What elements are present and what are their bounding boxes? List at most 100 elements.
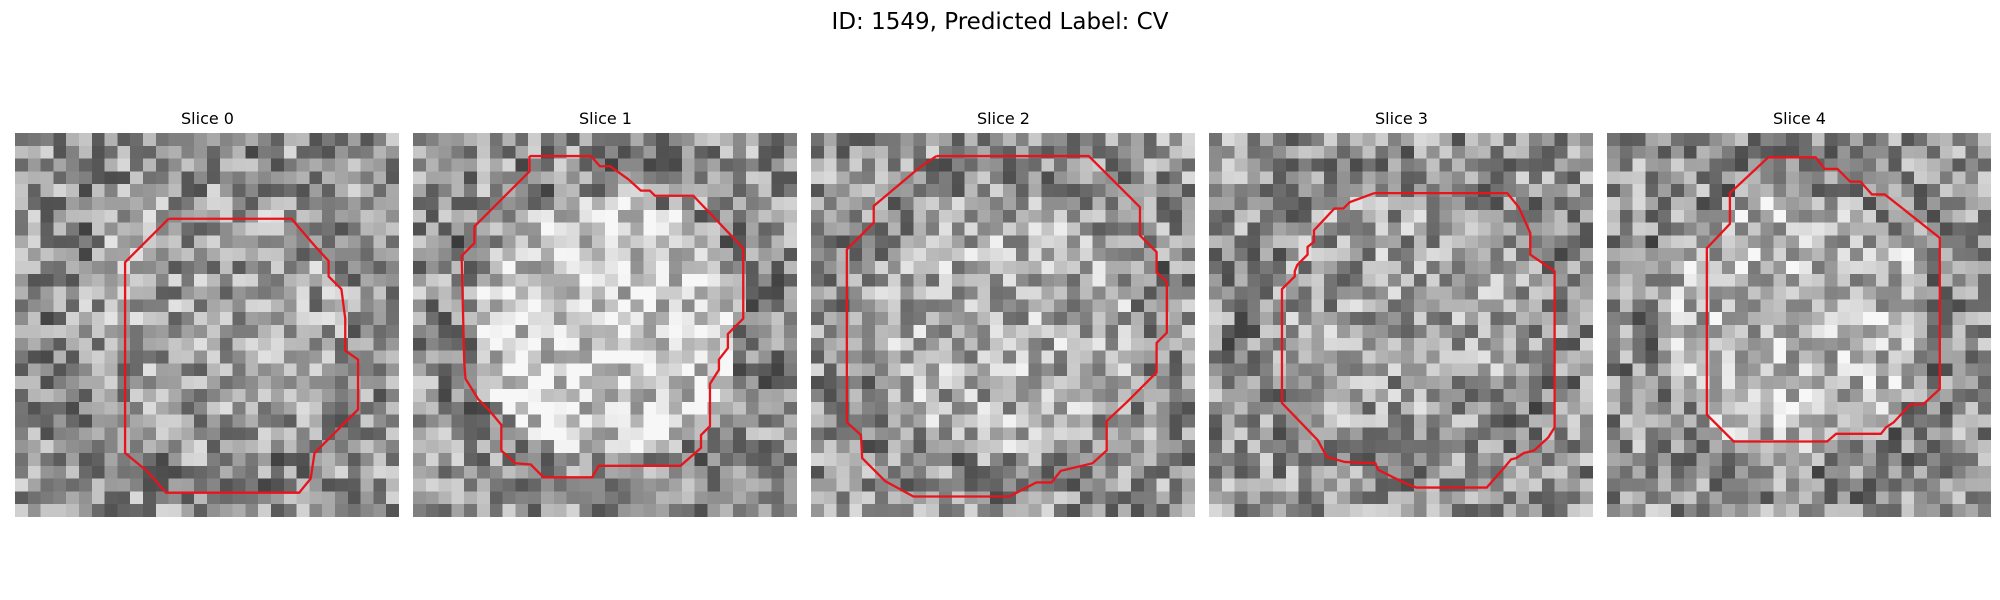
pixel: [1632, 401, 1646, 415]
pixel: [1311, 286, 1325, 300]
pixel: [1875, 197, 1889, 211]
pixel: [964, 286, 978, 300]
pixel: [1247, 312, 1261, 326]
pixel: [1607, 273, 1621, 287]
pixel: [347, 222, 361, 236]
pixel: [438, 235, 452, 249]
pixel: [579, 133, 593, 147]
pixel: [745, 414, 759, 428]
pixel: [1260, 158, 1274, 172]
pixel: [707, 453, 721, 467]
pixel: [425, 299, 439, 313]
pixel: [1709, 261, 1723, 275]
pixel: [1580, 465, 1593, 479]
pixel: [1541, 504, 1555, 517]
pixel: [1388, 453, 1402, 467]
pixel: [91, 504, 105, 517]
pixel: [347, 504, 361, 517]
pixel: [1773, 133, 1787, 147]
pixel: [335, 222, 349, 236]
pixel: [553, 325, 567, 339]
pixel: [245, 465, 259, 479]
pixel: [964, 440, 978, 454]
pixel: [1260, 273, 1274, 287]
pixel: [1541, 235, 1555, 249]
pixel: [1914, 171, 1928, 185]
pixel: [1554, 286, 1568, 300]
pixel: [1490, 312, 1504, 326]
pixel: [515, 350, 529, 364]
pixel: [1209, 299, 1223, 313]
pixel: [451, 414, 465, 428]
pixel: [1118, 350, 1132, 364]
pixel: [1927, 427, 1941, 441]
pixel: [1632, 184, 1646, 198]
pixel: [1426, 440, 1440, 454]
pixel: [1311, 261, 1325, 275]
pixel: [79, 491, 93, 505]
pixel: [758, 286, 772, 300]
pixel: [617, 299, 631, 313]
pixel: [1683, 261, 1697, 275]
pixel: [964, 273, 978, 287]
pixel: [143, 235, 157, 249]
pixel: [875, 312, 889, 326]
pixel: [720, 440, 734, 454]
pixel: [784, 325, 797, 339]
pixel: [1978, 158, 1991, 172]
pixel: [104, 414, 118, 428]
pixel: [1773, 504, 1787, 517]
pixel: [579, 401, 593, 415]
pixel: [758, 414, 772, 428]
pixel: [1234, 299, 1248, 313]
pixel: [1811, 235, 1825, 249]
pixel: [1799, 337, 1813, 351]
pixel: [168, 465, 182, 479]
pixel: [1131, 133, 1145, 147]
pixel: [1837, 478, 1851, 492]
pixel: [1863, 440, 1877, 454]
pixel: [1362, 414, 1376, 428]
pixel: [386, 401, 399, 415]
pixel: [681, 337, 695, 351]
pixel: [1156, 171, 1170, 185]
pixel: [1645, 440, 1659, 454]
pixel: [566, 209, 580, 223]
pixel: [1567, 465, 1581, 479]
pixel: [913, 171, 927, 185]
pixel: [1850, 325, 1864, 339]
pixel: [502, 504, 516, 517]
pixel: [1529, 325, 1543, 339]
pixel: [438, 184, 452, 198]
pixel: [1850, 286, 1864, 300]
pixel: [617, 453, 631, 467]
pixel: [656, 312, 670, 326]
pixel: [707, 158, 721, 172]
pixel: [1118, 427, 1132, 441]
pixel: [1247, 491, 1261, 505]
pixel: [309, 350, 323, 364]
pixel: [1541, 465, 1555, 479]
pixel: [681, 145, 695, 159]
pixel: [464, 299, 478, 313]
pixel: [990, 376, 1004, 390]
pixel: [1580, 350, 1593, 364]
pixel: [489, 235, 503, 249]
pixel: [745, 222, 759, 236]
pixel: [27, 491, 41, 505]
pixel: [1452, 350, 1466, 364]
pixel: [900, 222, 914, 236]
pixel: [425, 286, 439, 300]
pixel: [66, 235, 80, 249]
pixel: [386, 453, 399, 467]
pixel: [296, 465, 310, 479]
slice-image: [1209, 133, 1593, 517]
pixel: [1529, 235, 1543, 249]
pixel: [502, 478, 516, 492]
pixel: [1939, 401, 1953, 415]
pixel: [1554, 261, 1568, 275]
pixel: [1747, 133, 1761, 147]
pixel: [681, 209, 695, 223]
pixel: [245, 376, 259, 390]
pixel: [386, 491, 399, 505]
